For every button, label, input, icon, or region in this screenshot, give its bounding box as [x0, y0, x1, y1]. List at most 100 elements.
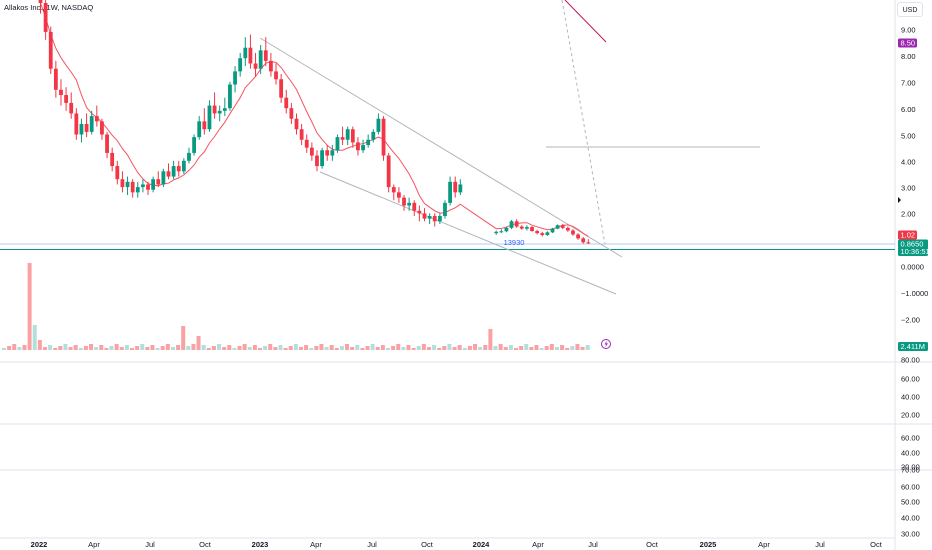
price-badge-bg-0 — [898, 38, 917, 48]
volume-bar-29 — [150, 345, 155, 350]
volume-bar-111 — [570, 346, 575, 350]
volume-bar-79 — [406, 345, 411, 350]
volume-bar-105 — [539, 348, 544, 350]
volume-bar-107 — [549, 344, 554, 350]
volume-bar-4 — [22, 345, 27, 350]
volume-bar-55 — [283, 348, 288, 350]
volume-bar-75 — [386, 348, 390, 350]
late-candle-13 — [560, 225, 565, 228]
price-tick-0: 9.00 — [901, 26, 916, 35]
late-candle-6 — [525, 227, 529, 229]
moving-average-line — [40, 2, 589, 237]
candle-77 — [432, 216, 437, 222]
volume-bar-11 — [58, 346, 63, 350]
late-candle-15 — [571, 230, 575, 235]
volume-bar-94 — [483, 345, 488, 350]
candle-70 — [397, 192, 401, 198]
time-label-8: 2024 — [473, 540, 491, 549]
candle-11 — [94, 116, 99, 122]
volume-bar-99 — [508, 345, 513, 350]
lower-trendline — [319, 171, 617, 295]
volume-bar-56 — [288, 346, 293, 350]
candle-62 — [356, 142, 360, 151]
late-candle-9 — [540, 233, 545, 235]
time-label-14: Jul — [815, 540, 825, 549]
candle-27 — [176, 166, 181, 172]
volume-bar-93 — [478, 347, 483, 350]
volume-bar-16 — [83, 346, 88, 350]
late-candle-1 — [499, 231, 504, 233]
magenta-line — [564, 0, 607, 43]
candle-65 — [371, 131, 376, 140]
volume-bar-83 — [426, 347, 431, 350]
late-candle-8 — [535, 231, 540, 234]
pane0-tick-3: 20.00 — [901, 411, 920, 420]
volume-bar-60 — [309, 348, 314, 350]
price-tick-6: 3.00 — [901, 184, 916, 193]
price-tick-4: 5.00 — [901, 132, 916, 141]
time-label-1: Apr — [88, 540, 100, 549]
price-tick-3: 6.00 — [901, 105, 916, 114]
candle-33 — [207, 105, 212, 130]
volume-bar-106 — [544, 346, 549, 350]
candle-66 — [376, 118, 381, 132]
volume-bar-81 — [416, 346, 421, 350]
candle-13 — [105, 134, 109, 153]
late-candle-10 — [545, 232, 550, 235]
volume-bar-80 — [411, 348, 416, 350]
volume-bar-78 — [401, 347, 406, 350]
volume-bar-64 — [329, 345, 334, 350]
price-tick-9: −1.0000 — [901, 289, 928, 298]
volume-bar-77 — [396, 344, 401, 350]
lightning-icon — [601, 339, 611, 349]
volume-bar-10 — [53, 348, 58, 350]
volume-bar-95 — [488, 329, 493, 350]
candle-36 — [222, 108, 227, 111]
volume-bar-92 — [473, 344, 478, 350]
candle-51 — [299, 129, 304, 140]
candle-7 — [74, 113, 79, 135]
pane2-tick-0: 70.00 — [901, 466, 920, 475]
candle-49 — [289, 108, 294, 119]
candle-15 — [115, 166, 120, 180]
volume-bar-3 — [17, 347, 22, 350]
volume-bar-86 — [442, 346, 447, 350]
candle-37 — [228, 84, 232, 109]
candle-52 — [304, 139, 309, 148]
candle-72 — [407, 202, 412, 206]
volume-bar-27 — [140, 344, 145, 350]
volume-bar-87 — [447, 344, 452, 350]
price-badge-0: 8.50 — [901, 39, 916, 48]
candle-6 — [69, 102, 74, 114]
pane0-tick-1: 60.00 — [901, 375, 920, 384]
candle-19 — [135, 187, 140, 193]
volume-bar-88 — [452, 347, 457, 350]
candle-31 — [197, 121, 202, 138]
late-candle-17 — [581, 238, 586, 243]
volume-bar-47 — [242, 344, 247, 350]
candle-34 — [212, 105, 217, 114]
annotation-label: 13930 — [504, 238, 525, 247]
candle-57 — [330, 150, 335, 156]
candle-25 — [166, 171, 171, 177]
late-candle-7 — [530, 227, 534, 232]
pane0-tick-0: 80.00 — [901, 356, 920, 365]
pane1-tick-0: 60.00 — [901, 434, 920, 443]
volume-bar-26 — [135, 346, 140, 350]
candle-12 — [100, 121, 104, 135]
volume-bar-23 — [119, 347, 124, 350]
candle-78 — [437, 216, 442, 222]
currency-selector[interactable]: USD — [897, 2, 923, 17]
candle-5 — [64, 95, 68, 103]
time-label-0: 2022 — [31, 540, 48, 549]
volume-bar-73 — [375, 347, 380, 350]
volume-bar-30 — [155, 348, 160, 350]
volume-bar-59 — [304, 345, 309, 350]
time-label-12: 2025 — [700, 540, 717, 549]
price-badge-1: 1.02 — [901, 231, 916, 240]
volume-bar-32 — [165, 344, 170, 350]
candle-17 — [125, 181, 130, 188]
volume-bar-40 — [206, 348, 211, 350]
candle-4 — [59, 89, 63, 96]
candle-44 — [263, 50, 268, 61]
